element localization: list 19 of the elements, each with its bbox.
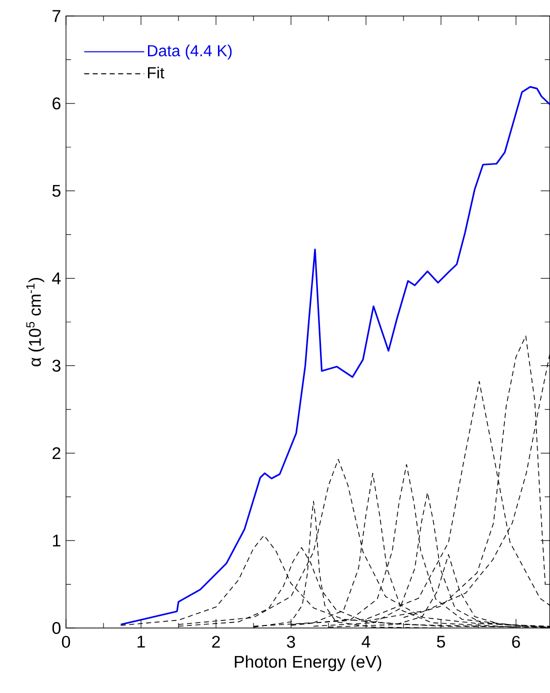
x-tick-label: 5 xyxy=(436,636,445,648)
x-tick-label: 6 xyxy=(512,636,520,648)
y-axis-title: α (10$^{5}$ cm$^{-1}$) xyxy=(26,278,44,366)
legend-label: Fit xyxy=(148,66,164,78)
x-axis-title: Photon Energy (eV) xyxy=(234,655,382,672)
y-tick-label: 3 xyxy=(52,360,60,372)
x-tick-label: 0 xyxy=(62,636,70,648)
x-tick-label: 3 xyxy=(286,636,295,648)
y-tick-label: 5 xyxy=(52,184,60,197)
y-tick-label: 6 xyxy=(52,97,60,110)
y-tick-label: 4 xyxy=(52,272,61,284)
x-tick-label: 1 xyxy=(138,636,145,648)
y-tick-label: 2 xyxy=(52,447,60,460)
y-tick-label: 1 xyxy=(53,534,60,546)
y-tick-label: 7 xyxy=(52,10,60,22)
legend-label: Data (4.4 K) xyxy=(148,44,232,60)
x-tick-label: 2 xyxy=(212,636,220,648)
y-tick-label: 0 xyxy=(52,622,60,634)
x-tick-label: 4 xyxy=(362,636,370,648)
